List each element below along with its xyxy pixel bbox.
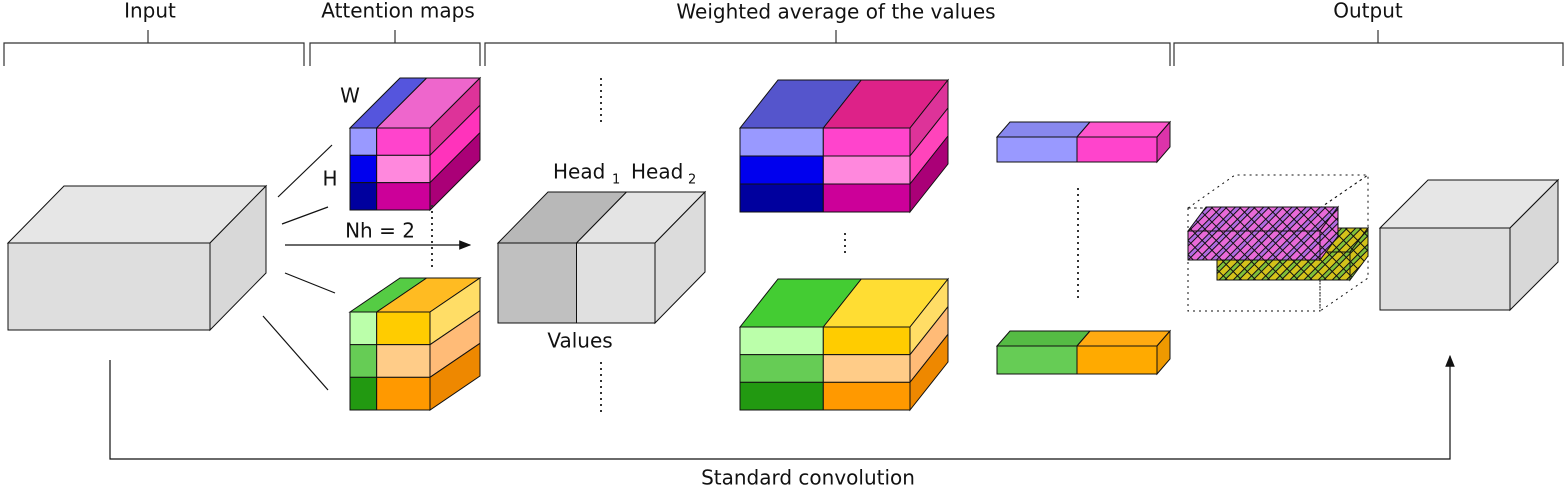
values-label: Values <box>547 329 612 353</box>
section-title: Output <box>1333 0 1403 23</box>
output-head-green-side <box>1349 226 1369 282</box>
attention-green-front <box>376 376 431 411</box>
head-vector-blue-top <box>1075 121 1172 138</box>
weighted-blue-front <box>822 183 911 213</box>
output-volume <box>1187 207 1321 312</box>
weighted-blue-front <box>822 155 911 185</box>
output-box-front <box>1379 227 1511 311</box>
weighted-blue-front <box>739 127 824 157</box>
values-box-side <box>654 190 706 325</box>
weighted-green-side <box>909 332 949 412</box>
attention-green-front <box>349 344 378 378</box>
dim-label: W <box>340 84 360 108</box>
section-title: Weighted average of the values <box>676 0 995 24</box>
values-box-front <box>497 242 577 324</box>
head-vector-green-top <box>995 330 1092 347</box>
dim-label: H <box>322 167 337 191</box>
attention-green-front <box>376 311 431 346</box>
head-vector-blue-side <box>1156 120 1171 164</box>
skip-connection <box>109 354 1455 460</box>
weighted-green-front <box>822 326 911 356</box>
attention-green-front <box>376 344 431 378</box>
ray <box>277 144 333 198</box>
bracket-output <box>1173 30 1564 66</box>
attention-blue-front <box>376 154 431 184</box>
ray <box>262 315 329 391</box>
section-title: Input <box>124 0 176 23</box>
output-box-side <box>1509 178 1559 312</box>
attention-blue-front <box>349 182 378 211</box>
weighted-blue-front <box>822 127 911 157</box>
attention-blue-front <box>376 127 431 156</box>
head-label: Head <box>631 160 683 184</box>
section-title: Attention maps <box>321 0 475 23</box>
attention-blue-side <box>429 131 481 212</box>
weighted-blue-front <box>739 183 824 213</box>
input-box-side <box>209 184 267 332</box>
weighted-green-front <box>822 354 911 383</box>
head-vector-green-front <box>996 345 1078 375</box>
weighted-green-front <box>739 326 824 356</box>
connectors <box>109 78 1455 460</box>
input-box-front <box>7 242 211 331</box>
head-vector-blue-top <box>995 121 1092 138</box>
weighted-blue-front <box>739 155 824 185</box>
weighted-green-front <box>822 381 911 411</box>
output-head-magenta-front <box>1187 230 1321 261</box>
brackets <box>3 30 1564 66</box>
head-vector-blue-front <box>996 136 1078 163</box>
attention-green-front <box>349 311 378 346</box>
output-volume <box>1186 174 1370 209</box>
output-head-magenta-top <box>1187 206 1339 232</box>
ray <box>281 206 329 225</box>
attention-blue-front <box>376 182 431 211</box>
head-vector-green-top <box>1075 330 1172 347</box>
head-vector-blue-front <box>1076 136 1158 163</box>
bracket-weighted <box>484 30 1171 66</box>
skip-label: Standard convolution <box>701 466 915 489</box>
weighted-green-front <box>739 381 824 411</box>
head-index: 2 <box>688 173 696 188</box>
bracket-input <box>3 30 305 66</box>
ray <box>284 272 336 294</box>
output-head-magenta-side <box>1319 205 1339 262</box>
attention-green-side <box>429 342 481 411</box>
attention-blue-front <box>349 154 378 184</box>
head-vector-green-side <box>1156 329 1171 376</box>
shapes <box>6 76 1560 412</box>
weighted-green-front <box>739 354 824 383</box>
attention-blue-front <box>349 127 378 156</box>
weighted-blue-side <box>909 134 949 214</box>
attention-green-front <box>349 376 378 411</box>
heads-label: Nh = 2 <box>345 219 415 243</box>
bracket-attention <box>309 30 481 66</box>
head-vector-green-front <box>1076 345 1158 375</box>
head-label: Head <box>553 160 605 184</box>
head-index: 1 <box>612 173 620 188</box>
values-box-front <box>576 242 656 324</box>
